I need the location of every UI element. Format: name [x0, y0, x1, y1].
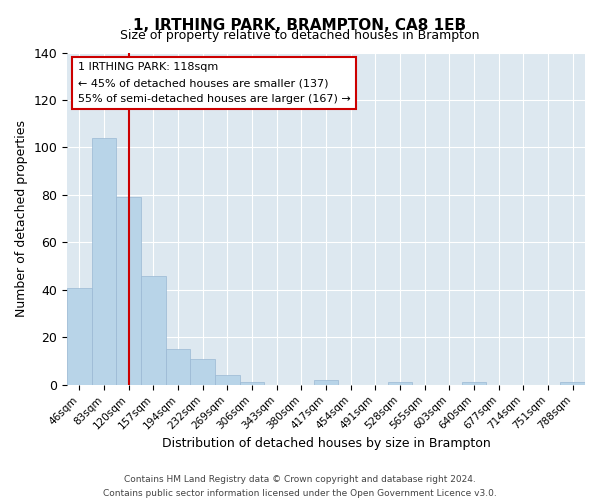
Bar [388, 382, 412, 385]
X-axis label: Distribution of detached houses by size in Brampton: Distribution of detached houses by size … [162, 437, 490, 450]
Text: Size of property relative to detached houses in Brampton: Size of property relative to detached ho… [120, 29, 480, 42]
Bar [190, 358, 215, 385]
Bar [215, 376, 240, 385]
Text: 1 IRTHING PARK: 118sqm
← 45% of detached houses are smaller (137)
55% of semi-de: 1 IRTHING PARK: 118sqm ← 45% of detached… [77, 62, 350, 104]
Bar [67, 288, 92, 385]
Bar [141, 276, 166, 385]
Bar [166, 350, 190, 385]
Bar [314, 380, 338, 385]
Bar [560, 382, 585, 385]
Text: 1, IRTHING PARK, BRAMPTON, CA8 1EB: 1, IRTHING PARK, BRAMPTON, CA8 1EB [133, 18, 467, 32]
Y-axis label: Number of detached properties: Number of detached properties [15, 120, 28, 317]
Bar [462, 382, 487, 385]
Text: Contains HM Land Registry data © Crown copyright and database right 2024.
Contai: Contains HM Land Registry data © Crown c… [103, 476, 497, 498]
Bar [92, 138, 116, 385]
Bar [116, 198, 141, 385]
Bar [240, 382, 265, 385]
